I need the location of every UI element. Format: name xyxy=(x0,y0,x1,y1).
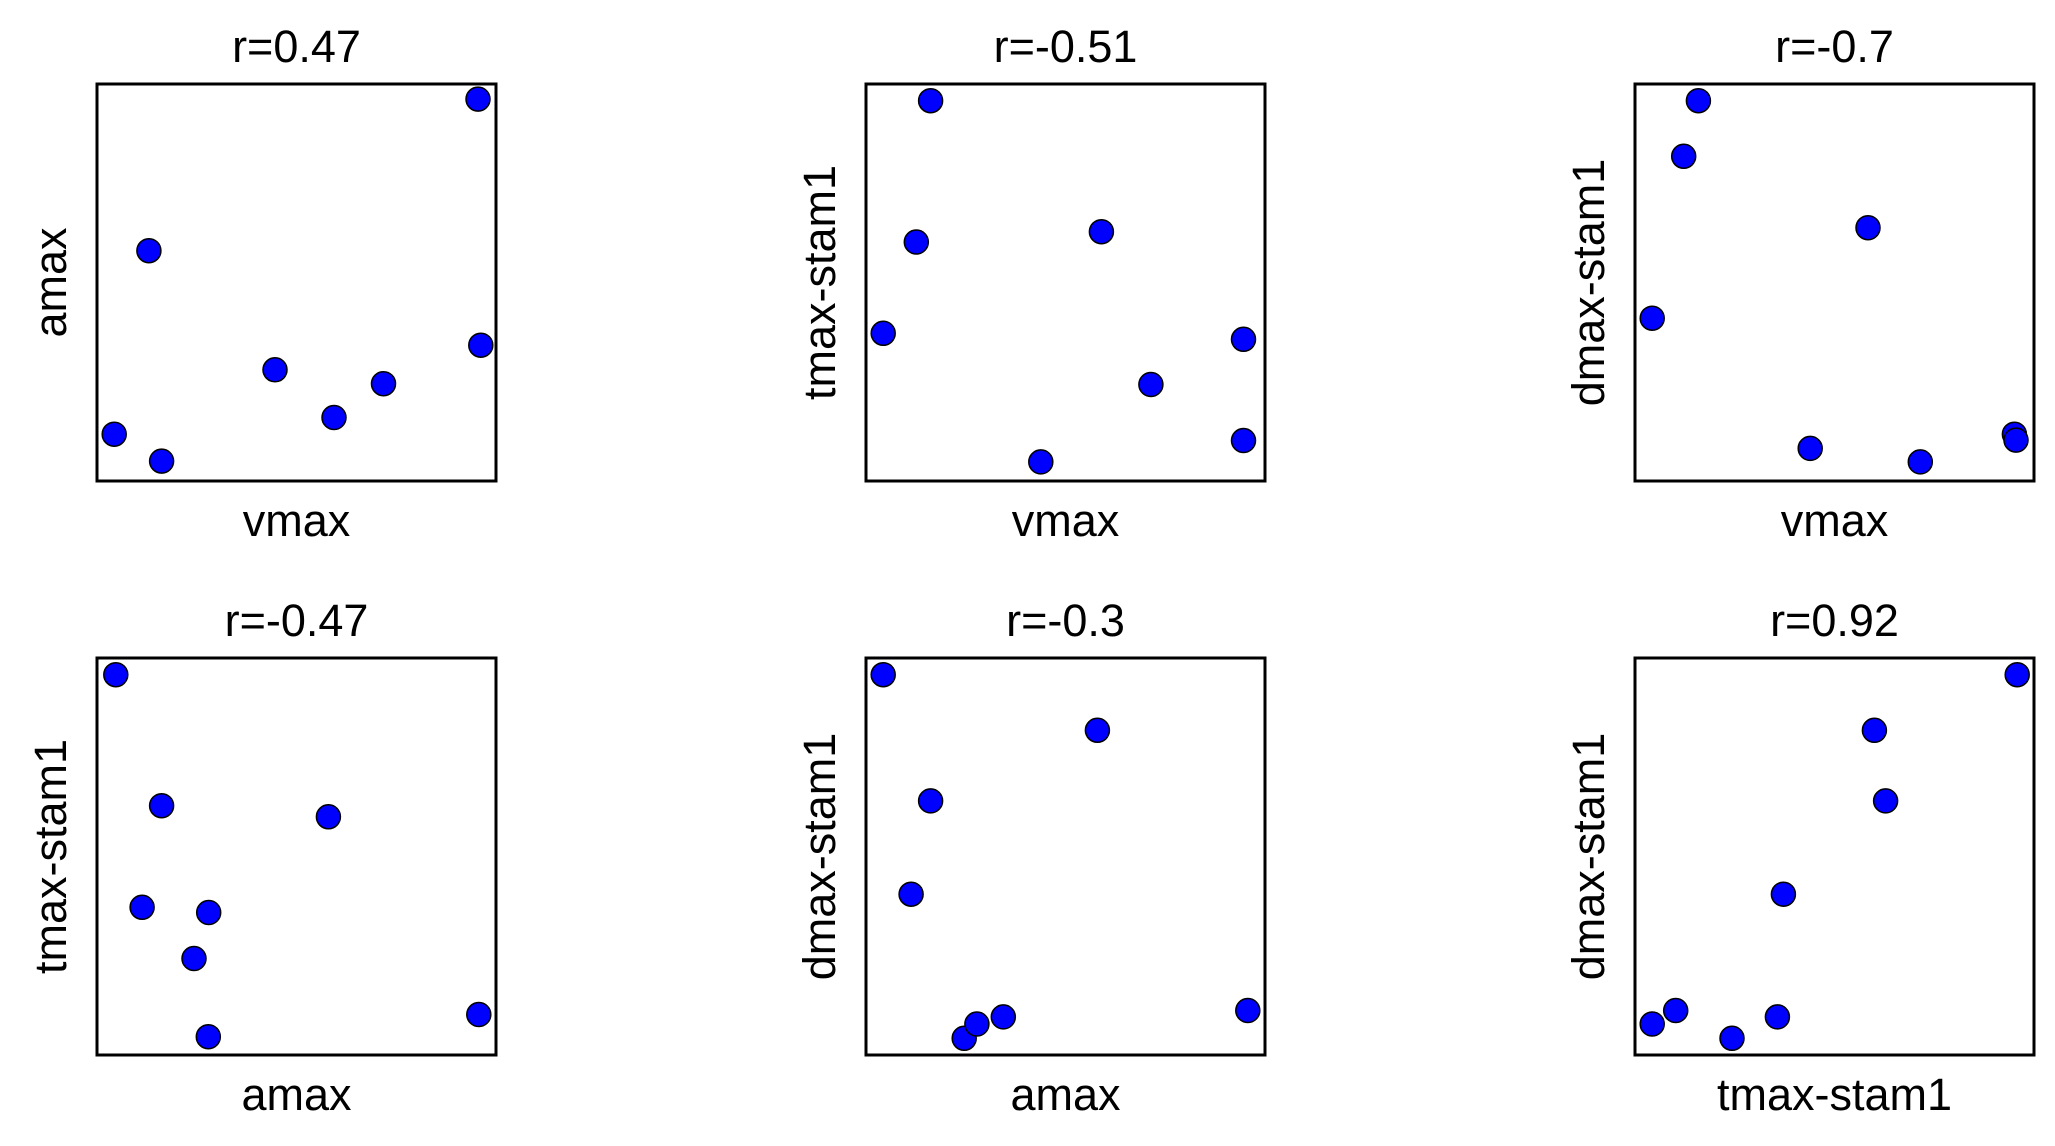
data-point xyxy=(870,661,896,688)
y-axis-label: tmax-stam1 xyxy=(794,165,845,400)
data-point xyxy=(315,804,342,830)
plot-frame xyxy=(1633,656,2036,1057)
data-point xyxy=(1855,214,1881,241)
data-point xyxy=(1685,87,1712,114)
data-point xyxy=(1639,1011,1665,1037)
scatter-panel-1: r=0.47 vmax amax xyxy=(25,21,498,546)
data-point xyxy=(195,899,222,926)
scatter-panel-4: r=-0.47 amax tmax-stam1 xyxy=(25,595,498,1120)
panel-title: r=0.47 xyxy=(232,21,361,72)
data-point xyxy=(1138,371,1164,398)
y-axis-label: dmax-stam1 xyxy=(1563,733,1614,981)
plot-frame xyxy=(95,82,498,483)
plot-frame xyxy=(864,82,1267,483)
panel-title: r=-0.7 xyxy=(1775,21,1894,72)
data-point xyxy=(917,788,944,814)
data-point xyxy=(1764,1004,1791,1030)
x-axis-label: vmax xyxy=(243,495,351,546)
data-point xyxy=(2004,661,2030,688)
data-point xyxy=(1670,143,1697,170)
data-point xyxy=(465,86,491,112)
data-point xyxy=(1907,449,1934,475)
data-point xyxy=(136,237,162,264)
data-point xyxy=(103,661,129,688)
data-point xyxy=(1872,788,1899,814)
data-point xyxy=(129,894,155,921)
data-point xyxy=(148,792,175,819)
data-point xyxy=(181,945,207,972)
data-point xyxy=(1028,449,1054,475)
plot-frame xyxy=(1633,82,2036,483)
x-axis-label: amax xyxy=(1010,1069,1121,1120)
data-point xyxy=(1770,881,1797,907)
data-point xyxy=(1235,997,1261,1024)
plot-frame xyxy=(95,656,498,1057)
data-point xyxy=(1719,1025,1745,1052)
plot-frame xyxy=(864,656,1267,1057)
data-point xyxy=(195,1023,222,1050)
y-axis-label: dmax-stam1 xyxy=(794,733,845,981)
data-point xyxy=(898,881,924,907)
data-point xyxy=(1662,997,1689,1024)
scatter-panel-6: r=0.92 tmax-stam1 dmax-stam1 xyxy=(1563,595,2036,1120)
panel-title: r=-0.51 xyxy=(994,21,1138,72)
y-axis-label: dmax-stam1 xyxy=(1563,159,1614,407)
data-point xyxy=(917,87,944,114)
data-point xyxy=(870,320,896,347)
data-point xyxy=(468,332,494,358)
scatter-panel-2: r=-0.51 vmax tmax-stam1 xyxy=(794,21,1267,546)
data-point xyxy=(148,448,175,474)
x-axis-label: amax xyxy=(241,1069,352,1120)
data-point xyxy=(1084,717,1111,744)
data-point xyxy=(2003,427,2029,453)
data-point xyxy=(1639,305,1665,331)
data-point xyxy=(1088,218,1115,245)
panel-title: r=0.92 xyxy=(1770,595,1899,646)
data-point xyxy=(370,370,397,397)
data-point xyxy=(903,229,930,255)
x-axis-label: vmax xyxy=(1012,495,1120,546)
data-point xyxy=(1861,717,1888,744)
data-point xyxy=(964,1011,990,1037)
data-point xyxy=(101,421,127,447)
data-point xyxy=(1230,427,1257,454)
data-point xyxy=(990,1004,1017,1030)
panel-title: r=-0.3 xyxy=(1006,595,1125,646)
data-point xyxy=(1797,435,1823,462)
data-point xyxy=(1230,326,1257,353)
scatter-panel-5: r=-0.3 amax dmax-stam1 xyxy=(794,595,1267,1120)
data-point xyxy=(321,404,347,431)
y-axis-label: amax xyxy=(25,227,76,338)
data-point xyxy=(466,1001,492,1028)
x-axis-label: vmax xyxy=(1781,495,1889,546)
y-axis-label: tmax-stam1 xyxy=(25,739,76,974)
panel-title: r=-0.47 xyxy=(225,595,369,646)
x-axis-label: tmax-stam1 xyxy=(1717,1069,1952,1120)
scatter-panel-3: r=-0.7 vmax dmax-stam1 xyxy=(1563,21,2036,546)
data-point xyxy=(262,357,288,383)
